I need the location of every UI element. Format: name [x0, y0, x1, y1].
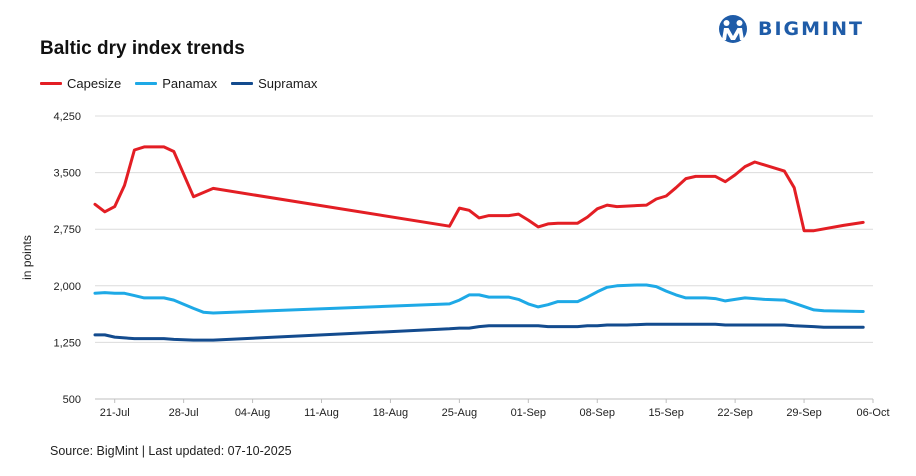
- y-tick-label: 2,000: [53, 281, 81, 293]
- legend-swatch-supramax: [231, 82, 254, 85]
- bigmint-logo: BIGMINT: [716, 14, 864, 44]
- legend-swatch-panamax: [135, 82, 158, 85]
- x-tick-label: 11-Aug: [304, 407, 339, 419]
- chart-legend: Capesize Panamax Supramax: [40, 76, 317, 91]
- y-axis-title: in points: [20, 235, 34, 280]
- bigmint-logo-icon: [719, 15, 747, 43]
- chart-title: Baltic dry index trends: [40, 38, 245, 59]
- x-tick-label: 21-Jul: [100, 407, 130, 419]
- y-tick-label: 4,250: [53, 111, 81, 123]
- legend-item-panamax: Panamax: [135, 76, 217, 91]
- x-tick-label: 06-Oct: [856, 407, 889, 419]
- x-tick-label: 15-Sep: [648, 407, 683, 419]
- bigmint-logo-text: BIGMINT: [758, 18, 864, 40]
- x-tick-label: 22-Sep: [717, 407, 752, 419]
- legend-swatch-capesize: [40, 82, 62, 85]
- y-tick-label: 3,500: [53, 168, 81, 180]
- x-tick-label: 28-Jul: [169, 407, 199, 419]
- series-line-capesize: [93, 145, 865, 233]
- x-tick-label: 25-Aug: [442, 407, 477, 419]
- x-tick-label: 01-Sep: [511, 407, 546, 419]
- y-tick-label: 500: [63, 394, 81, 406]
- y-tick-label: 2,750: [53, 224, 81, 236]
- legend-label-supramax: Supramax: [258, 76, 318, 91]
- series-line-panamax: [93, 283, 865, 315]
- x-tick-label: 08-Sep: [580, 407, 615, 419]
- series-line-supramax: [93, 322, 865, 342]
- legend-label-capesize: Capesize: [67, 76, 122, 91]
- legend-item-capesize: Capesize: [40, 76, 121, 91]
- source-footer: Source: BigMint | Last updated: 07-10-20…: [50, 444, 292, 458]
- x-tick-label: 18-Aug: [373, 407, 408, 419]
- legend-label-panamax: Panamax: [162, 76, 218, 91]
- legend-item-supramax: Supramax: [231, 76, 317, 91]
- x-tick-label: 29-Sep: [786, 407, 821, 419]
- x-tick-label: 04-Aug: [235, 407, 270, 419]
- y-tick-label: 1,250: [53, 337, 81, 349]
